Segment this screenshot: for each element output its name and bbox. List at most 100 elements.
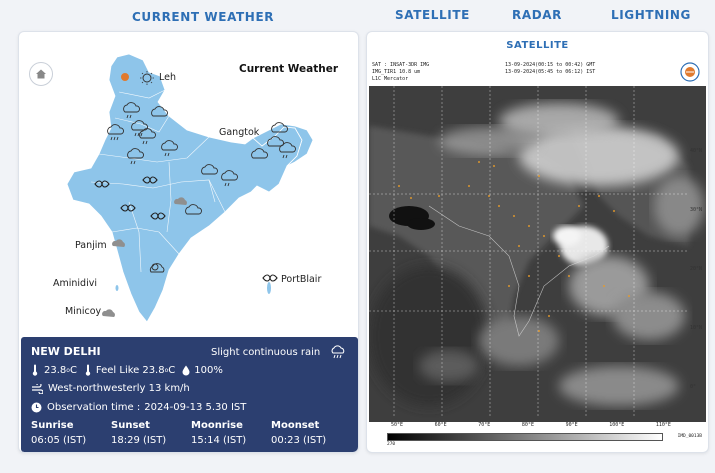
- moonset-label: Moonset: [271, 420, 320, 431]
- haze-icon: [262, 274, 278, 282]
- humidity-value: 100%: [194, 364, 223, 376]
- satellite-time-gmt: 13-09-2024(00:15 to 00:42) GMT: [505, 62, 596, 68]
- satellite-card: SATELLITE SAT : INSAT-3DR IMG IMG_TIR1 1…: [366, 31, 709, 453]
- satellite-image-header: SAT : INSAT-3DR IMG IMG_TIR1 10.8 um L1C…: [369, 60, 706, 86]
- lon-label: 50°E: [391, 422, 404, 428]
- feels-like-value: 23.8: [142, 364, 165, 376]
- city-label-minicoy[interactable]: Minicoy: [65, 306, 102, 317]
- moonrise-label: Moonrise: [191, 420, 243, 431]
- feels-like-label: Feel Like: [95, 364, 140, 376]
- city-label-portblair[interactable]: PortBlair: [281, 274, 322, 285]
- longitude-labels: 50°E 60°E 70°E 80°E 90°E 100°E 110°E: [391, 422, 671, 428]
- cloud-icon: [251, 148, 268, 159]
- lat-label: 10°N: [689, 325, 702, 331]
- temperature-value: 23.8: [44, 364, 67, 376]
- lat-label: 30°N: [689, 207, 702, 213]
- tab-current-weather[interactable]: CURRENT WEATHER: [132, 10, 275, 24]
- sun-icon: [140, 71, 154, 85]
- city-label-leh[interactable]: Leh: [159, 72, 176, 83]
- sunset-value: 18:29 (IST): [111, 435, 167, 446]
- overcast-icon: [102, 309, 115, 317]
- current-weather-card: Current Weather Leh Gangtok Panjim Amini…: [18, 31, 359, 453]
- cloud-icon: [271, 122, 288, 133]
- wind-icon: [32, 383, 43, 394]
- map-title: Current Weather: [239, 63, 339, 75]
- sunset-label: Sunset: [111, 420, 150, 431]
- city-name: NEW DELHI: [31, 345, 101, 358]
- satellite-title: SATELLITE: [506, 40, 569, 51]
- moonset-value: 00:23 (IST): [271, 435, 327, 446]
- satellite-projection: L1C Mercator: [372, 76, 409, 82]
- haze-icon: [142, 176, 158, 184]
- lon-label: 60°E: [434, 422, 447, 428]
- sunrise-value: 06:05 (IST): [31, 435, 87, 446]
- overcast-icon: [112, 239, 125, 247]
- state-boundaries: [90, 89, 226, 273]
- cloud-icon: [151, 106, 168, 117]
- home-icon: [36, 69, 46, 79]
- india-weather-map[interactable]: [19, 32, 359, 337]
- lon-label: 90°E: [565, 422, 578, 428]
- sun-cloud-icon: [149, 263, 165, 273]
- andaman-islands: [267, 282, 271, 294]
- northeast-region: [252, 123, 314, 167]
- weather-condition: Slight continuous rain: [211, 346, 321, 358]
- temperature-unit: C: [69, 364, 77, 376]
- station-markers: [398, 161, 630, 332]
- cloud-rain-icon: [139, 128, 156, 145]
- wind-value: West-northwesterly 13 km/h: [48, 383, 190, 394]
- humidity-drop-icon: [182, 365, 190, 375]
- city-label-panjim[interactable]: Panjim: [75, 240, 107, 251]
- cloud-rain-icon: [279, 142, 296, 159]
- lat-lon-grid: [369, 86, 689, 416]
- india-land: [66, 53, 303, 323]
- cloud-rain-icon: [123, 102, 140, 119]
- cloud-rain-icon: [221, 170, 238, 187]
- haze-icon: [120, 204, 136, 212]
- scale-source-label: IMD_0013B: [677, 434, 702, 439]
- tab-satellite[interactable]: SATELLITE: [395, 8, 470, 22]
- cloud-rain-icon: [161, 140, 178, 157]
- lon-label: 80°E: [521, 422, 534, 428]
- imd-logo-icon: [680, 62, 700, 82]
- feels-like-unit: C: [168, 364, 176, 376]
- haze-icon: [94, 180, 110, 188]
- lon-label: 70°E: [478, 422, 491, 428]
- satellite-name: SAT : INSAT-3DR IMG: [372, 62, 430, 68]
- thermometer-icon: [85, 364, 91, 376]
- lat-label: 20°N: [689, 266, 702, 272]
- observation-label: Observation time :: [47, 402, 141, 413]
- city-label-aminidivi[interactable]: Aminidivi: [53, 278, 97, 289]
- moonrise-value: 15:14 (IST): [191, 435, 247, 446]
- tab-lightning[interactable]: LIGHTNING: [611, 8, 691, 22]
- brightness-gradient-bar: [387, 433, 663, 441]
- satellite-image[interactable]: [369, 86, 706, 422]
- lon-label: 110°E: [655, 422, 671, 428]
- lat-label: 0°: [689, 384, 696, 390]
- overcast-icon: [174, 197, 187, 205]
- cloud-rain-icon: [107, 124, 124, 141]
- tab-radar[interactable]: RADAR: [512, 8, 563, 22]
- lat-label: 40°N: [689, 148, 702, 154]
- lon-label: 100°E: [609, 422, 625, 428]
- observation-time: 2024-09-13 5.30 IST: [144, 402, 247, 413]
- satellite-color-scale: 50°E 60°E 70°E 80°E 90°E 100°E 110°E 270…: [369, 422, 706, 450]
- current-weather-panel: NEW DELHI Slight continuous rain 23.8 o C …: [21, 337, 358, 452]
- cloud-rain-icon: [331, 345, 345, 359]
- cloud-icon: [201, 164, 218, 175]
- cloud-rain-icon: [131, 120, 148, 137]
- home-button[interactable]: [29, 62, 53, 86]
- scale-min-label: 270: [387, 442, 396, 447]
- cloud-icon: [185, 204, 202, 215]
- thermometer-icon: [32, 364, 38, 376]
- satellite-channel: IMG_TIR1 10.8 um: [372, 69, 421, 75]
- clock-icon: [31, 402, 42, 413]
- satellite-time-ist: 13-09-2024(05:45 to 06:12) IST: [505, 69, 596, 75]
- lakshadweep-islands: [115, 285, 119, 291]
- haze-icon: [150, 212, 166, 220]
- sunrise-label: Sunrise: [31, 420, 74, 431]
- location-marker-icon: [121, 73, 129, 81]
- latitude-labels: 40°N 30°N 20°N 10°N 0°: [690, 122, 702, 417]
- cloud-rain-icon: [127, 148, 144, 165]
- city-label-gangtok[interactable]: Gangtok: [219, 127, 260, 138]
